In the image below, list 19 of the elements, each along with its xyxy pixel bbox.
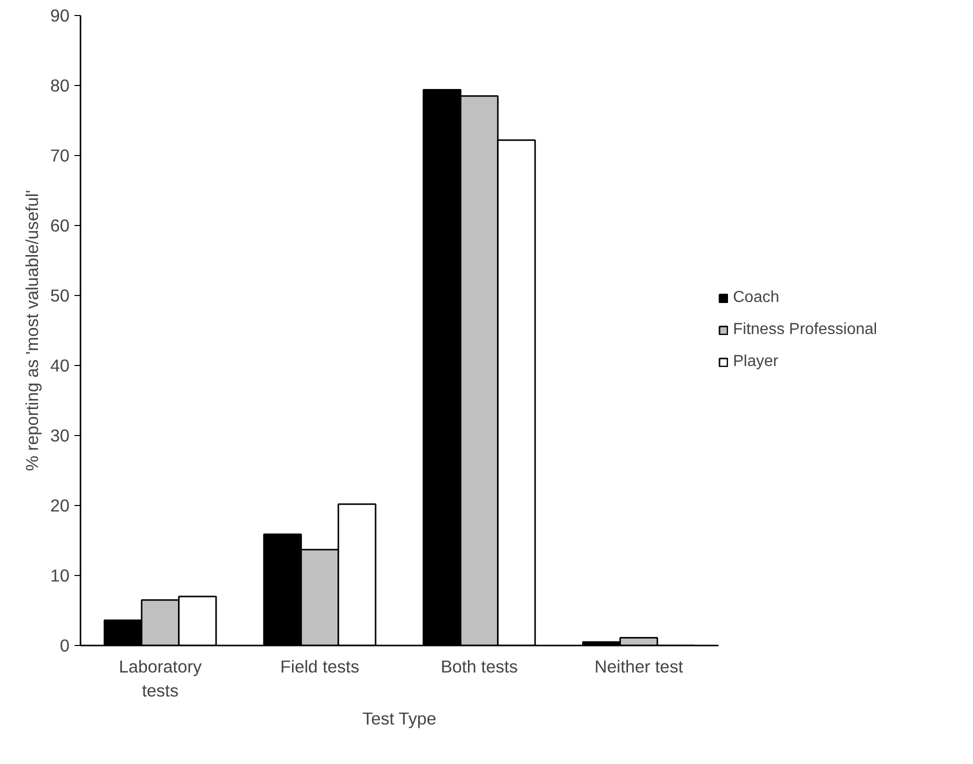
y-axis-title: % reporting as 'most valuable/useful' bbox=[22, 190, 42, 472]
x-tick-label: Field tests bbox=[280, 656, 360, 676]
y-tick-label: 80 bbox=[50, 76, 70, 96]
y-tick-label: 40 bbox=[50, 356, 70, 376]
y-tick-label: 50 bbox=[50, 286, 70, 306]
x-tick-label: Neither test bbox=[594, 656, 684, 676]
y-tick-label: 20 bbox=[50, 496, 70, 516]
y-tick-label: 70 bbox=[50, 146, 70, 166]
x-axis-title: Test Type bbox=[362, 708, 436, 728]
y-tick-label: 0 bbox=[60, 636, 70, 656]
x-tick-label: Laboratory tests bbox=[118, 656, 202, 700]
y-tick-label: 10 bbox=[50, 566, 70, 586]
legend-label: Fitness Professional bbox=[733, 321, 878, 339]
y-tick-label: 90 bbox=[50, 6, 70, 26]
y-tick-label: 60 bbox=[50, 216, 70, 236]
x-tick-label: Both tests bbox=[440, 656, 518, 676]
y-tick-label: 30 bbox=[50, 426, 70, 446]
legend-label: Player bbox=[733, 353, 778, 371]
legend-label: Coach bbox=[733, 289, 780, 307]
